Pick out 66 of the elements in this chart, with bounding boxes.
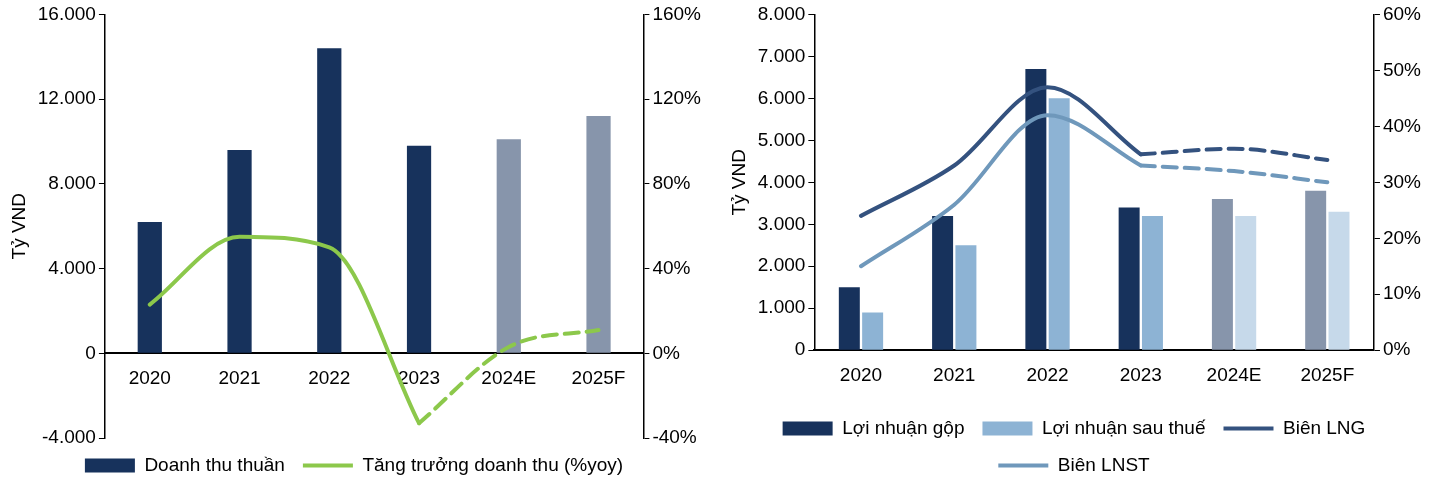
y2-tick-label: 50% xyxy=(1382,58,1422,80)
y-tick-label: 1.000 xyxy=(757,296,806,318)
y-axis-title: Tỷ VND xyxy=(727,149,749,216)
legend-label: Biên LNG xyxy=(1283,416,1366,438)
x-tick-label: 2025F xyxy=(571,366,626,388)
x-tick-label: 2024E xyxy=(1206,363,1262,385)
bar xyxy=(838,287,860,350)
y-tick-label: 3.000 xyxy=(757,212,806,234)
bar xyxy=(586,116,611,353)
legend-label: Doanh thu thuần xyxy=(144,453,285,475)
x-tick-label: 2023 xyxy=(1119,363,1162,385)
legend-label: Lợi nhuận sau thuế xyxy=(1041,416,1206,438)
y-tick-label: 12.000 xyxy=(37,87,96,109)
y2-tick-label: 120% xyxy=(652,87,702,109)
bar xyxy=(1141,215,1163,350)
legend-label: Biên LNST xyxy=(1057,453,1151,475)
x-tick-label: 2025F xyxy=(1300,363,1355,385)
bar xyxy=(1328,211,1350,350)
y2-tick-label: 30% xyxy=(1382,170,1422,192)
y2-tick-label: 160% xyxy=(652,2,702,24)
bar xyxy=(862,312,884,350)
y-tick-label: 0 xyxy=(794,338,806,360)
y-tick-label: 0 xyxy=(85,341,96,363)
y-tick-label: 6.000 xyxy=(757,86,806,108)
y-tick-label: 16.000 xyxy=(37,2,96,24)
y-tick-label: 8.000 xyxy=(757,2,806,24)
bar xyxy=(317,48,342,353)
bar xyxy=(932,215,954,350)
y2-tick-label: 40% xyxy=(1382,114,1422,136)
y-axis-title: Tỷ VND xyxy=(7,192,29,260)
bar xyxy=(1211,199,1233,350)
bar xyxy=(1048,98,1070,350)
y-tick-label: 2.000 xyxy=(757,254,806,276)
bar xyxy=(137,221,162,353)
y-tick-label: 4.000 xyxy=(48,256,96,278)
y-tick-label: 4.000 xyxy=(757,170,806,192)
bar xyxy=(406,145,432,353)
y-tick-label: 8.000 xyxy=(48,172,96,194)
y-tick-label: 5.000 xyxy=(757,128,806,150)
y2-tick-label: 10% xyxy=(1382,282,1422,304)
x-tick-label: 2021 xyxy=(933,363,976,385)
x-tick-label: 2021 xyxy=(218,366,261,388)
bar xyxy=(1305,190,1327,350)
y-tick-label: -4.000 xyxy=(42,426,96,448)
bar xyxy=(227,149,252,353)
x-tick-label: 2020 xyxy=(128,366,171,388)
y2-tick-label: 80% xyxy=(652,172,691,194)
y2-tick-label: 0% xyxy=(652,341,680,363)
bar xyxy=(1025,68,1047,350)
y2-tick-label: 60% xyxy=(1382,2,1422,24)
x-tick-label: 2024E xyxy=(481,366,537,388)
x-tick-label: 2023 xyxy=(397,366,441,388)
legend-label: Tăng trưởng doanh thu (%yoy) xyxy=(362,453,624,475)
bar xyxy=(496,139,521,353)
legend-label: Lợi nhuận gộp xyxy=(842,416,965,438)
bar xyxy=(1235,215,1257,350)
y2-tick-label: -40% xyxy=(652,426,697,448)
bar xyxy=(1118,207,1140,350)
y-tick-label: 7.000 xyxy=(757,44,806,66)
x-tick-label: 2020 xyxy=(839,363,883,385)
bar xyxy=(955,245,977,350)
y2-tick-label: 0% xyxy=(1382,338,1411,360)
x-tick-label: 2022 xyxy=(1026,363,1069,385)
y2-tick-label: 20% xyxy=(1382,226,1422,248)
y2-tick-label: 40% xyxy=(652,256,691,278)
x-tick-label: 2022 xyxy=(308,366,351,388)
